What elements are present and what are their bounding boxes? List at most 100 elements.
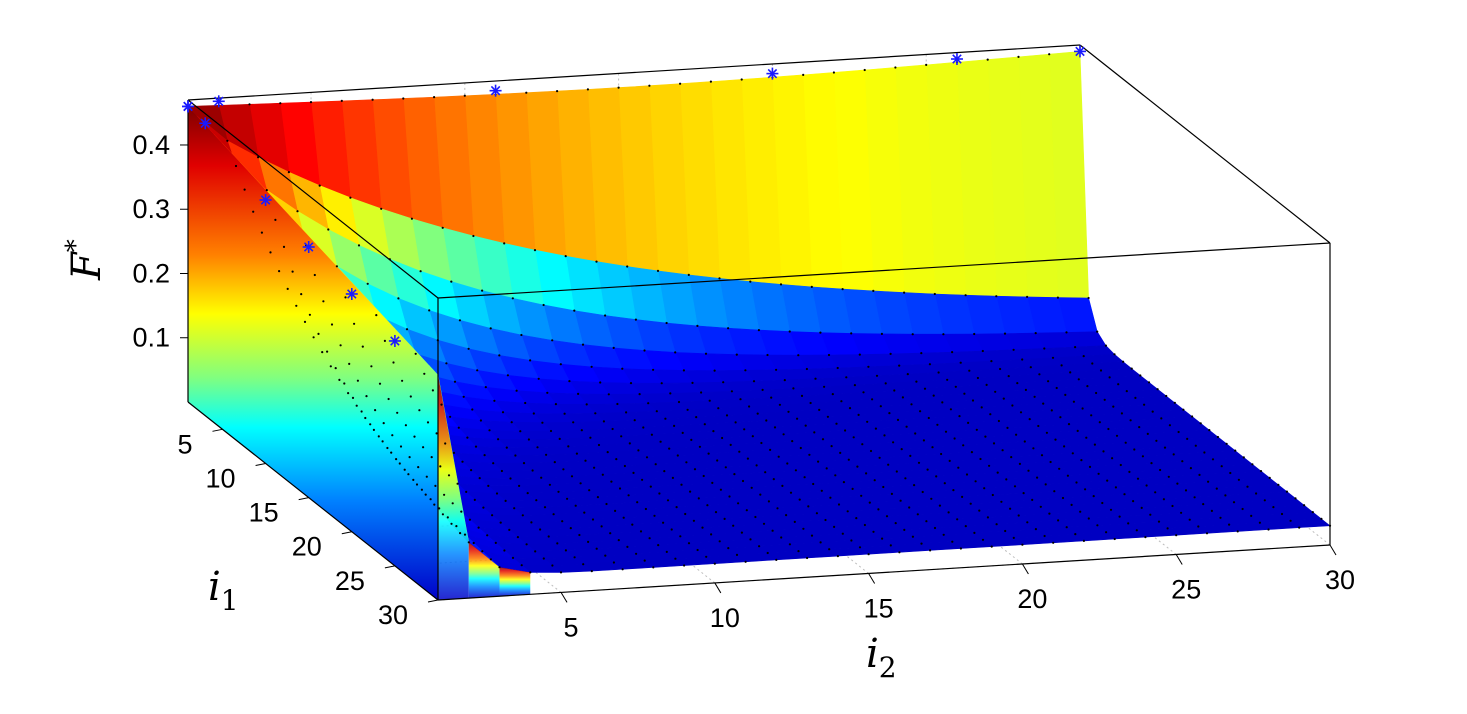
mesh-dot	[973, 332, 976, 336]
mesh-dot	[994, 390, 997, 393]
mesh-dot	[1119, 463, 1122, 467]
mesh-dot	[627, 494, 630, 497]
mesh-dot	[1232, 501, 1236, 504]
mesh-dot	[591, 518, 595, 521]
mesh-dot	[418, 409, 421, 412]
mesh-dot	[1120, 412, 1123, 415]
mesh-dot	[1228, 523, 1231, 526]
mesh-dot	[1220, 465, 1223, 468]
mesh-dot	[863, 68, 866, 72]
mesh-dot	[725, 414, 729, 417]
y-tick	[427, 599, 439, 603]
mesh-dot	[923, 387, 927, 390]
mesh-dot	[569, 527, 572, 530]
mesh-dot	[808, 453, 811, 456]
mesh-dot	[370, 365, 373, 368]
mesh-dot	[679, 535, 682, 538]
mesh-dot	[716, 459, 719, 462]
mesh-dot	[1285, 490, 1288, 493]
mesh-dot	[788, 543, 792, 546]
mesh-dot	[878, 456, 881, 459]
mesh-dot	[921, 490, 924, 494]
mesh-dot	[673, 424, 676, 427]
mesh-dot	[1182, 408, 1185, 411]
mesh-dot	[832, 71, 836, 74]
mesh-dot	[983, 487, 986, 490]
mesh-dot	[295, 304, 298, 307]
mesh-dot	[645, 456, 649, 459]
mesh-dot	[364, 416, 367, 420]
mesh-dot	[455, 525, 458, 528]
mesh-dot	[881, 537, 884, 540]
mesh-dot	[1057, 519, 1060, 522]
mesh-dot	[260, 231, 263, 234]
mesh-dot	[516, 536, 520, 539]
mesh-dot	[873, 479, 876, 482]
mesh-dot	[443, 493, 446, 496]
mesh-dot	[1114, 486, 1117, 489]
mesh-dot	[1216, 435, 1219, 439]
mesh-dot	[484, 386, 487, 389]
mesh-dot	[995, 295, 998, 298]
mesh-dot	[474, 445, 478, 448]
mesh-dot	[740, 531, 744, 534]
mesh-dot	[749, 280, 752, 283]
mesh-dot	[1104, 344, 1107, 347]
mesh-dot	[1087, 517, 1090, 520]
mesh-dot	[739, 398, 742, 401]
mesh-dot	[1080, 459, 1083, 462]
mesh-dot	[922, 439, 926, 442]
mesh-dot	[365, 395, 368, 398]
mesh-dot	[978, 509, 981, 512]
mesh-dot	[1118, 515, 1121, 518]
mesh-dot	[786, 462, 789, 465]
mesh-dot	[751, 435, 754, 438]
mesh-dot	[1172, 453, 1175, 456]
mesh-dot	[487, 484, 490, 487]
mesh-dot	[444, 442, 447, 445]
mesh-dot	[563, 412, 566, 415]
mesh-dot	[836, 555, 840, 558]
mesh-dot	[335, 265, 338, 268]
mesh-dot	[697, 497, 700, 500]
mesh-dot	[356, 379, 359, 382]
mesh-dot	[568, 380, 571, 383]
mesh-dot	[780, 536, 783, 539]
mesh-dot	[1026, 295, 1029, 298]
mesh-dot	[369, 423, 372, 426]
mesh-dot	[904, 477, 907, 480]
mesh-dot	[911, 333, 914, 336]
mesh-dot	[695, 416, 698, 419]
mesh-dot	[1004, 529, 1007, 533]
mesh-dot	[1124, 441, 1127, 444]
mesh-dot	[1036, 476, 1039, 479]
surface-front-drop	[438, 375, 469, 600]
mesh-dot	[234, 164, 238, 168]
mesh-dot	[990, 545, 993, 548]
z-tick-label: 0.3	[132, 194, 170, 224]
mesh-dot	[1198, 473, 1201, 476]
mesh-dot	[717, 407, 720, 410]
mesh-dot	[467, 347, 470, 350]
mesh-dot	[419, 270, 422, 273]
mesh-dot	[1065, 331, 1068, 334]
mesh-dot	[435, 432, 438, 435]
mesh-dot	[1048, 53, 1051, 56]
x-tick	[714, 582, 722, 594]
mesh-dot	[1042, 402, 1045, 405]
mesh-dot	[799, 446, 802, 450]
mesh-dot	[817, 460, 820, 463]
mesh-dot	[1060, 364, 1063, 367]
mesh-dot	[1047, 380, 1050, 383]
mesh-dot	[675, 506, 678, 509]
mesh-dot	[992, 442, 996, 445]
mesh-dot	[973, 531, 976, 535]
mesh-dot	[386, 446, 389, 450]
mesh-dot	[434, 484, 437, 487]
mesh-dot	[510, 421, 513, 424]
mesh-dot	[949, 408, 953, 411]
mesh-dot	[908, 506, 911, 509]
mesh-dot	[599, 381, 602, 384]
mesh-dot	[940, 452, 943, 456]
mesh-dot	[1029, 366, 1032, 369]
